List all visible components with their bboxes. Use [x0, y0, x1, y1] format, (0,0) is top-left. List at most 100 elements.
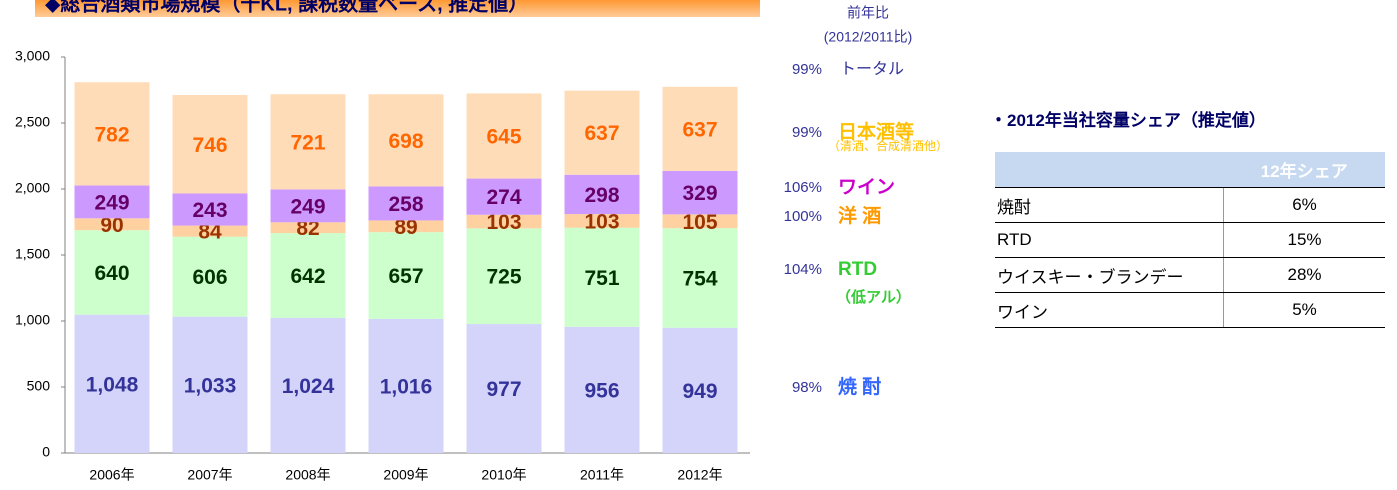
data-label: 274 — [486, 186, 521, 209]
legend-yoy: 100% — [784, 208, 822, 225]
y-tick-label: 2,000 — [15, 180, 50, 196]
x-tick-label: 2008年 — [285, 467, 330, 483]
bar-segment — [662, 214, 738, 229]
legend-yoy: 104% — [784, 261, 822, 278]
bar-segment — [662, 327, 738, 453]
data-label: 637 — [584, 122, 619, 145]
data-label: 657 — [388, 265, 423, 288]
bar-segment — [172, 236, 248, 317]
bar-segment — [368, 220, 444, 233]
table-row: RTD 15% — [995, 222, 1385, 258]
data-label: 89 — [394, 216, 417, 239]
bar-segment — [270, 189, 346, 223]
bar-segment — [270, 233, 346, 318]
header-cell — [995, 152, 1224, 188]
legend-yoy: 106% — [784, 179, 822, 196]
bar-segment — [466, 214, 542, 229]
legend-yoy: 99% — [792, 61, 822, 78]
legend-note: （低アル） — [836, 288, 911, 306]
data-label: 329 — [682, 182, 717, 205]
bar-segment — [74, 230, 150, 315]
data-label: 82 — [296, 217, 319, 240]
data-label: 721 — [290, 131, 325, 154]
legend-title: 前年比 — [847, 5, 889, 21]
data-label: 1,024 — [282, 375, 335, 398]
bar-segment — [564, 214, 640, 228]
table-cell: 15% — [1223, 222, 1385, 258]
table-row: ウイスキー・ブランデー 28% — [995, 257, 1385, 293]
table-row: 焼酎 6% — [995, 187, 1385, 223]
data-label: 956 — [584, 379, 619, 402]
bar-segment — [368, 318, 444, 453]
bar-segment — [368, 232, 444, 319]
y-tick-label: 2,500 — [15, 114, 50, 130]
data-label: 698 — [388, 130, 423, 153]
title-band — [35, 0, 760, 17]
x-tick-label: 2011年 — [580, 467, 624, 483]
table-cell: 5% — [1223, 292, 1385, 328]
bar-segment — [466, 178, 542, 215]
data-label: 782 — [94, 123, 129, 146]
data-label: 105 — [682, 211, 717, 234]
bar-segment — [466, 324, 542, 453]
data-label: 637 — [682, 118, 717, 141]
table-cell: 焼酎 — [995, 187, 1224, 223]
share-table: 12年シェア 焼酎 6% RTD 15% ウイスキー・ブランデー 28% ワイン 5% — [995, 152, 1385, 328]
table-cell: RTD — [995, 222, 1224, 258]
x-tick-label: 2012年 — [677, 467, 722, 483]
bar-segment — [466, 93, 542, 179]
legend-yoy: 98% — [792, 379, 822, 396]
x-tick-label: 2009年 — [383, 467, 428, 483]
bar-segment — [368, 186, 444, 221]
bar-segment — [74, 218, 150, 231]
table-cell: ウイスキー・ブランデー — [995, 257, 1224, 293]
table-cell: 28% — [1223, 257, 1385, 293]
legend-name: RTD — [838, 259, 877, 280]
bar-segment — [172, 95, 248, 194]
bar-segment — [172, 225, 248, 237]
legend-subtitle: (2012/2011比) — [824, 29, 912, 45]
data-label: 1,033 — [184, 374, 237, 397]
bar-segment — [564, 174, 640, 215]
bar-segment — [368, 94, 444, 187]
y-tick-label: 1,500 — [15, 246, 50, 262]
legend-name: 日本酒等 — [838, 120, 914, 143]
y-tick-label: 0 — [42, 444, 50, 460]
bar-segment — [270, 94, 346, 190]
y-tick-label: 3,000 — [15, 48, 50, 64]
table-title: ・2012年当社容量シェア（推定値） — [990, 111, 1266, 130]
data-label: 298 — [584, 184, 619, 207]
data-label: 1,048 — [86, 373, 139, 396]
data-label: 949 — [682, 380, 717, 403]
data-label: 642 — [290, 265, 325, 288]
legend-note: （清酒、合成清酒他） — [828, 138, 948, 153]
table-cell: ワイン — [995, 292, 1224, 328]
data-label: 84 — [198, 221, 222, 244]
data-label: 725 — [486, 266, 521, 289]
legend-name: 焼 酎 — [838, 375, 881, 398]
data-label: 754 — [682, 268, 717, 291]
data-label: 645 — [486, 126, 521, 149]
data-label: 103 — [584, 210, 619, 233]
table-cell: 6% — [1223, 187, 1385, 223]
x-tick-label: 2007年 — [187, 467, 232, 483]
data-label: 746 — [192, 134, 227, 157]
data-label: 243 — [192, 199, 227, 222]
bar-segment — [74, 314, 150, 453]
bar-segment — [172, 193, 248, 226]
bar-segment — [270, 222, 346, 234]
bar-segment — [74, 82, 150, 186]
y-tick-label: 1,000 — [15, 312, 50, 328]
y-tick-label: 500 — [27, 378, 51, 394]
header-cell: 12年シェア — [1223, 152, 1385, 188]
bar-segment — [662, 170, 738, 215]
data-label: 1,016 — [380, 375, 433, 398]
data-label: 751 — [584, 267, 619, 290]
data-label: 249 — [290, 195, 325, 218]
data-label: 606 — [192, 266, 227, 289]
bar-segment — [564, 227, 640, 327]
bar-segment — [270, 317, 346, 453]
header-row: 12年シェア — [995, 152, 1385, 188]
